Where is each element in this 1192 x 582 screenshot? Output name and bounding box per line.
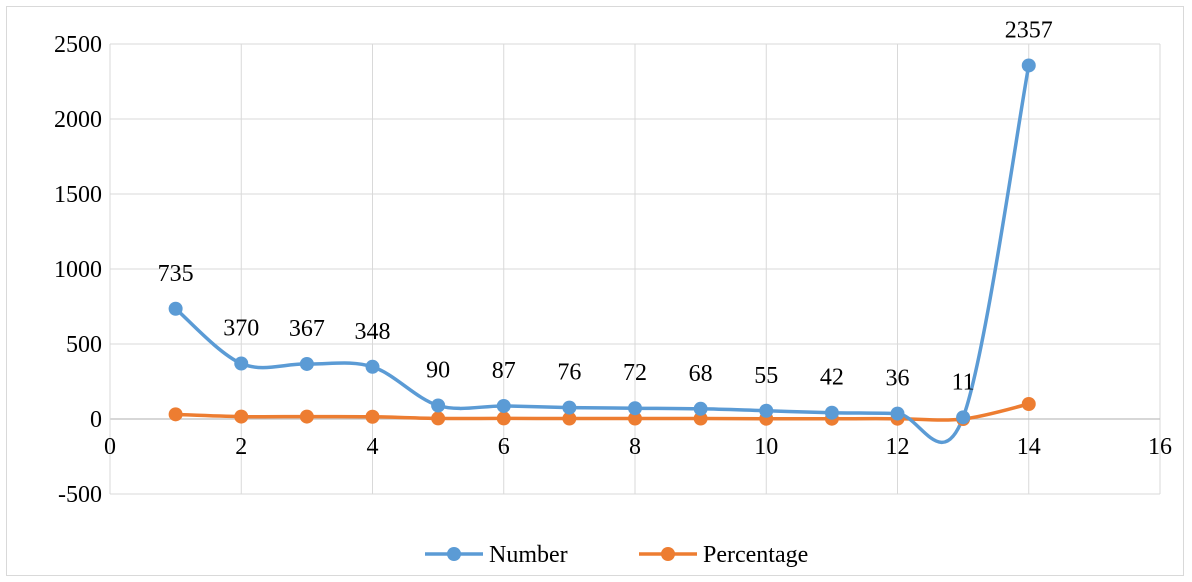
data-label: 370 <box>223 316 259 342</box>
x-tick-label: 8 <box>629 434 641 460</box>
x-tick-label: 6 <box>498 434 510 460</box>
legend-marker-percentage <box>661 547 675 561</box>
data-point-percentage <box>299 409 314 424</box>
data-point-number <box>365 359 380 374</box>
data-point-number <box>431 398 446 413</box>
data-point-number <box>1021 58 1036 73</box>
y-tick-label: 1000 <box>54 257 102 283</box>
data-point-number <box>496 398 511 413</box>
data-point-percentage <box>562 411 577 426</box>
y-axis-tick-labels: -500 0 500 1000 1500 2000 2500 <box>54 32 102 508</box>
data-label: 2357 <box>1005 17 1053 43</box>
data-label: 68 <box>689 361 713 387</box>
data-point-percentage <box>168 407 183 422</box>
data-point-number <box>693 401 708 416</box>
y-tick-label: -500 <box>58 482 102 508</box>
data-point-number <box>168 301 183 316</box>
data-point-percentage <box>1021 397 1036 411</box>
data-label: 76 <box>557 360 581 386</box>
data-label: 72 <box>623 360 647 386</box>
data-labels: 735 370 367 348 90 87 76 72 68 55 42 36 11 2357 <box>158 17 1053 395</box>
data-label: 367 <box>289 316 325 342</box>
data-point-number <box>759 403 774 418</box>
legend-label-number: Number <box>489 542 568 568</box>
data-point-number <box>562 400 577 415</box>
x-tick-label: 16 <box>1148 434 1172 460</box>
data-label: 55 <box>754 363 778 389</box>
data-label: 11 <box>952 369 975 395</box>
data-point-number <box>628 401 642 416</box>
y-tick-label: 2500 <box>54 32 102 58</box>
x-tick-label: 10 <box>754 434 778 460</box>
data-point-percentage <box>496 411 511 426</box>
data-point-number <box>890 406 905 421</box>
data-label: 348 <box>355 319 391 345</box>
y-tick-label: 1500 <box>54 182 102 208</box>
x-tick-label: 0 <box>104 434 116 460</box>
data-point-number <box>234 356 249 371</box>
data-point-number <box>956 410 971 425</box>
legend-marker-number <box>447 547 461 561</box>
x-tick-label: 4 <box>367 434 379 460</box>
x-axis-tick-labels: 0 2 4 6 8 10 12 14 16 <box>104 434 1172 460</box>
data-point-number <box>299 356 314 371</box>
data-label: 90 <box>426 358 450 384</box>
data-point-percentage <box>693 411 708 426</box>
x-tick-label: 14 <box>1017 434 1041 460</box>
data-point-percentage <box>628 411 642 426</box>
data-point-percentage <box>365 409 380 424</box>
chart-frame: -500 0 500 1000 1500 2000 2500 0 2 4 6 8 10 12 14 16 7… <box>6 6 1184 576</box>
y-tick-label: 2000 <box>54 107 102 133</box>
y-tick-label: 0 <box>90 407 102 433</box>
data-label: 42 <box>820 365 844 391</box>
data-point-percentage <box>431 411 446 426</box>
legend-label-percentage: Percentage <box>703 542 808 568</box>
legend: Number Percentage <box>425 542 808 568</box>
data-label: 36 <box>886 366 910 392</box>
data-point-percentage <box>234 409 249 424</box>
gridlines <box>110 43 1161 495</box>
y-tick-label: 500 <box>66 332 102 358</box>
data-label: 735 <box>158 261 194 287</box>
data-label: 87 <box>492 358 516 384</box>
x-tick-label: 2 <box>235 434 247 460</box>
data-point-number <box>824 405 839 420</box>
series-markers <box>168 58 1036 426</box>
x-tick-label: 12 <box>886 434 910 460</box>
